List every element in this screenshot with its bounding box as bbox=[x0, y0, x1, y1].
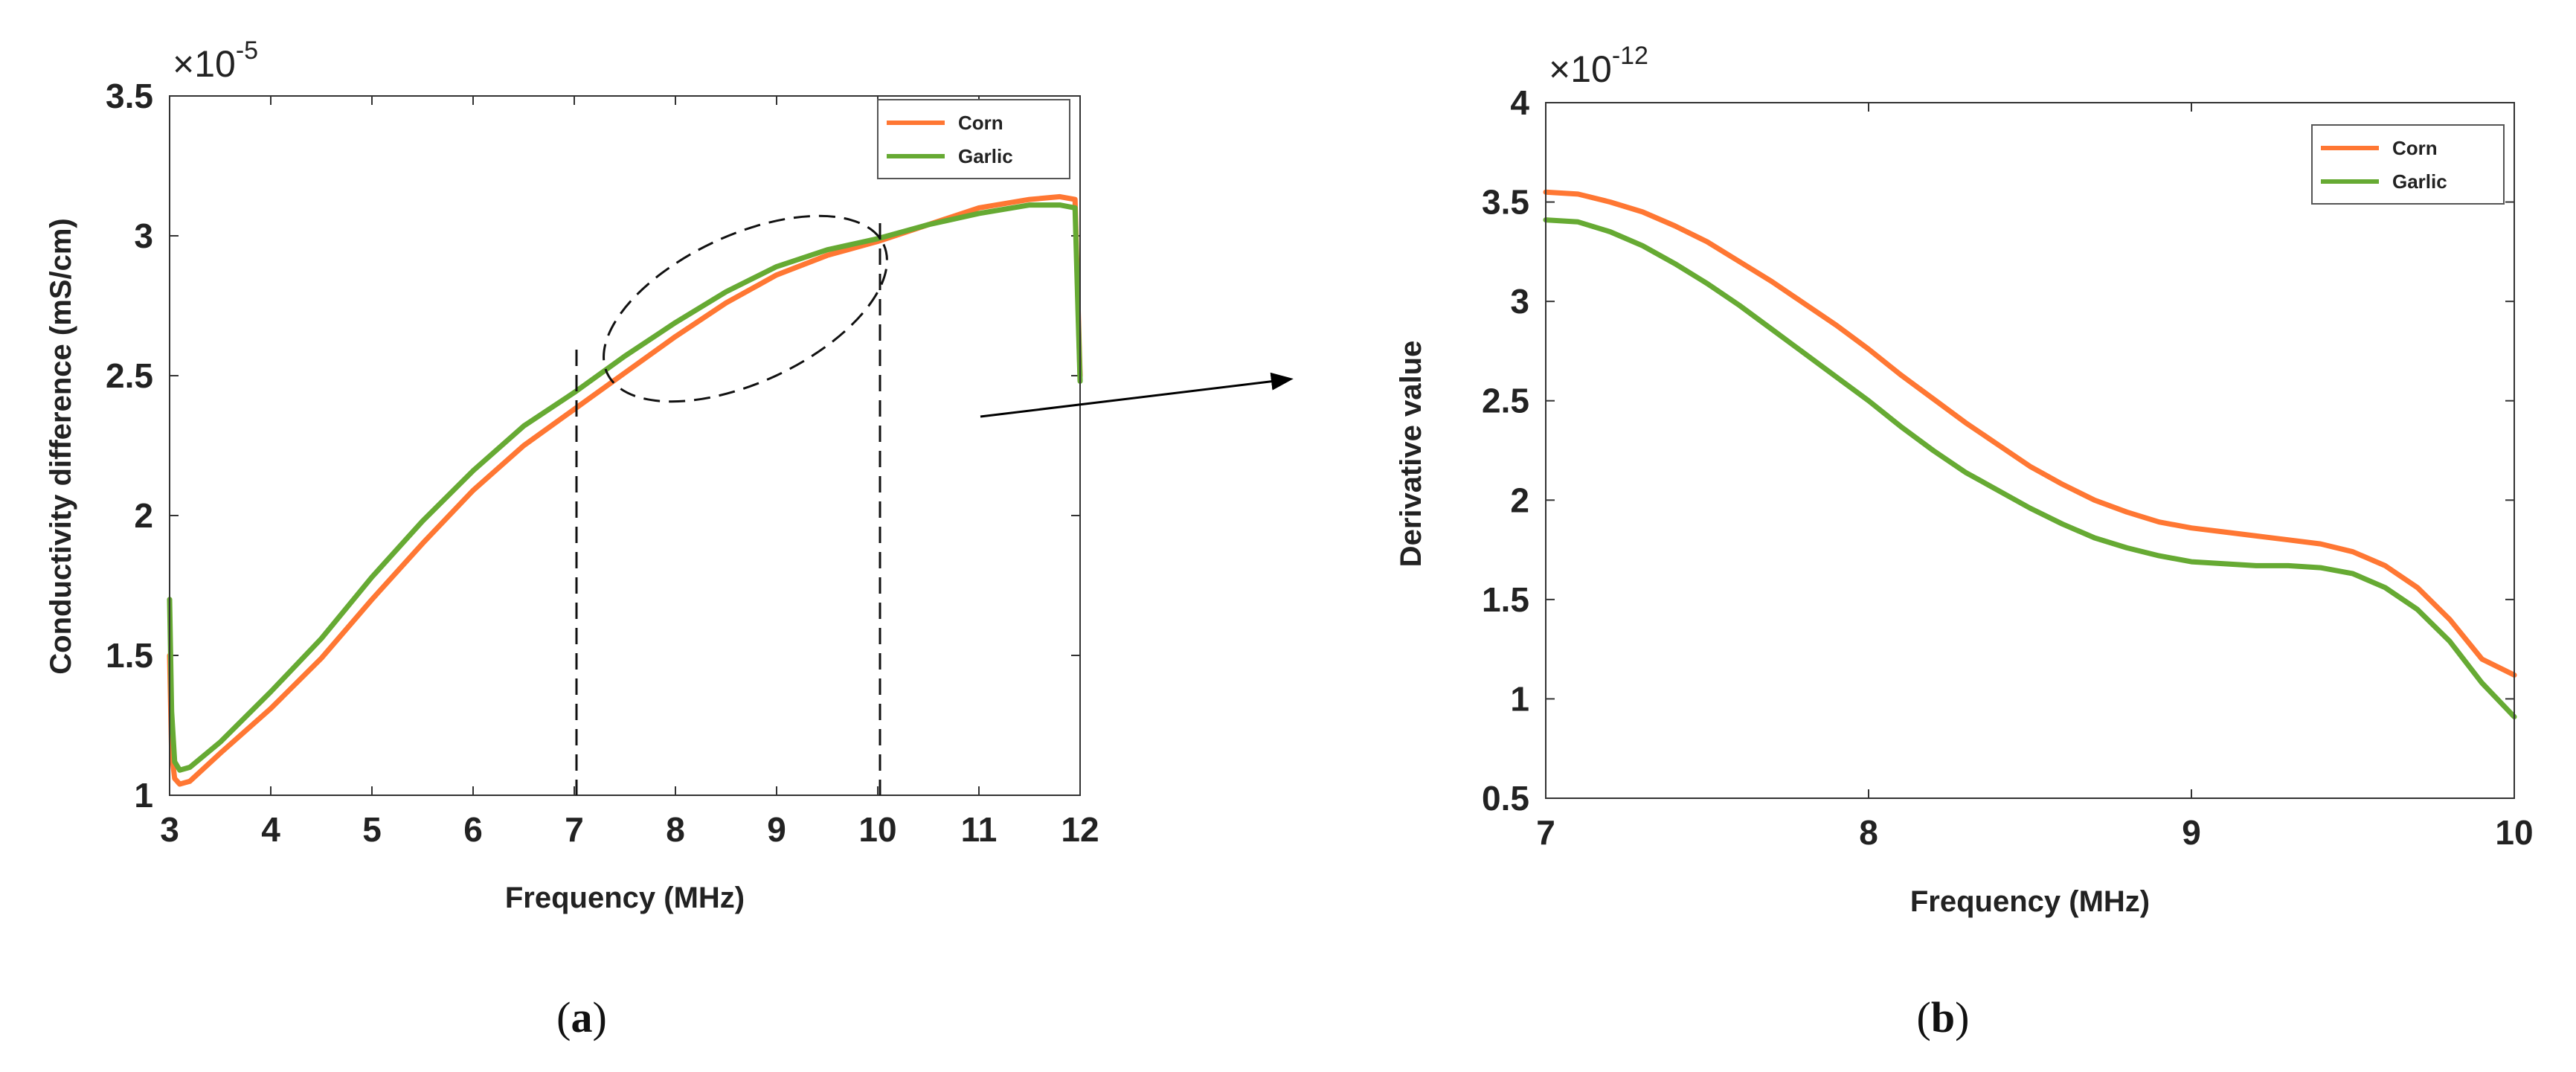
caption-a-letter: a bbox=[571, 993, 593, 1041]
panel-b-y-tick-label: 1 bbox=[1510, 679, 1529, 718]
panel-b-y-exponent: ×10-12 bbox=[1549, 42, 1648, 90]
panel-a-y-exponent-power: -5 bbox=[236, 36, 258, 65]
panel-a-axes-frame bbox=[169, 95, 1081, 796]
caption-b: (b) bbox=[1917, 993, 1970, 1041]
panel-b-y-tick-label: 2.5 bbox=[1482, 382, 1529, 420]
panel-a-y-tick-label: 3 bbox=[134, 216, 153, 255]
panel-b-x-axis-label: Frequency (MHz) bbox=[1910, 885, 2150, 918]
panel-a-x-tick-label: 11 bbox=[961, 810, 998, 849]
panel-b-y-tick-label: 4 bbox=[1510, 83, 1529, 122]
panel-b-y-tick-label: 3 bbox=[1510, 282, 1529, 321]
panel-b-y-tick-label: 0.5 bbox=[1482, 779, 1529, 818]
panel-a-x-tick-label: 6 bbox=[463, 810, 483, 849]
highlight-ellipse bbox=[603, 214, 888, 403]
panel-a-y-exponent-base: ×10 bbox=[173, 43, 236, 85]
panel-a-x-tick-label: 12 bbox=[1061, 810, 1099, 849]
panel-b-y-exponent-base: ×10 bbox=[1549, 48, 1612, 90]
panel-b-legend: Corn Garlic bbox=[2311, 124, 2505, 205]
panel-b-chart: 7 8 9 10 0.5 1 1.5 2 2.5 3 3.5 4 Frequency (MHz) D… bbox=[1395, 42, 2534, 918]
panel-a-series-garlic bbox=[167, 202, 1083, 773]
panel-b-y-axis-label: Derivative value bbox=[1395, 341, 1427, 568]
panel-a-y-tick-label: 1 bbox=[134, 776, 153, 815]
panel-b-y-tick-label: 1.5 bbox=[1482, 580, 1529, 619]
panel-a-y-tick-label: 2 bbox=[134, 496, 153, 535]
panel-b-axes-frame bbox=[1545, 102, 2515, 799]
panel-a-legend-box bbox=[877, 99, 1070, 179]
panel-a-x-tick-label: 3 bbox=[160, 810, 179, 849]
panel-b-y-tick-label: 3.5 bbox=[1482, 183, 1529, 222]
panel-a-y-tick-labels: 1 1.5 2 2.5 3 3.5 bbox=[106, 77, 153, 815]
panel-a-y-tick-label: 3.5 bbox=[106, 77, 153, 115]
panel-a-y-axis-label: Conductivity difference (mS/cm) bbox=[45, 218, 77, 674]
panel-a-series-corn bbox=[167, 193, 1083, 787]
caption-b-letter: b bbox=[1931, 993, 1955, 1041]
panel-a-chart: 3 4 5 6 7 8 9 10 11 12 1 1.5 2 2.5 3 3.5 Frequency (MH… bbox=[45, 36, 1294, 914]
panel-b-legend-label-garlic: Garlic bbox=[2392, 170, 2447, 193]
panel-b-series-garlic bbox=[1543, 217, 2517, 719]
panel-a-x-tick-label: 8 bbox=[666, 810, 685, 849]
panel-a-y-tick-label: 1.5 bbox=[106, 636, 153, 675]
panel-a-legend-label-corn: Corn bbox=[958, 112, 1003, 134]
panel-b-y-tick-labels: 0.5 1 1.5 2 2.5 3 3.5 4 bbox=[1482, 83, 1529, 818]
panel-a-legend: Corn Garlic bbox=[877, 99, 1070, 179]
zoom-arrow bbox=[980, 372, 1294, 418]
panel-b-x-tick-label: 7 bbox=[1536, 813, 1555, 852]
panel-a-x-tick-label: 10 bbox=[858, 810, 896, 849]
panel-a-x-tick-label: 4 bbox=[261, 810, 280, 849]
panel-b-series-corn bbox=[1543, 189, 2517, 678]
panel-a-x-axis-label: Frequency (MHz) bbox=[505, 882, 745, 914]
panel-b-x-tick-label: 10 bbox=[2495, 813, 2533, 852]
panel-a-x-tick-label: 7 bbox=[565, 810, 584, 849]
panel-a-tick-marks bbox=[169, 95, 1081, 796]
panel-a-x-tick-label: 5 bbox=[362, 810, 382, 849]
panel-b-series bbox=[1543, 189, 2517, 719]
caption-a: (a) bbox=[556, 993, 607, 1041]
panel-b-x-tick-label: 9 bbox=[2182, 813, 2201, 852]
panel-b-x-tick-label: 8 bbox=[1859, 813, 1878, 852]
panel-b-legend-box bbox=[2311, 124, 2505, 205]
panel-a-x-tick-labels: 3 4 5 6 7 8 9 10 11 12 bbox=[160, 810, 1099, 849]
panel-b-y-tick-label: 2 bbox=[1510, 481, 1529, 519]
panel-b-y-exponent-power: -12 bbox=[1612, 42, 1648, 70]
panel-a-x-tick-label: 9 bbox=[767, 810, 786, 849]
panel-b-x-tick-labels: 7 8 9 10 bbox=[1536, 813, 2533, 852]
panel-b-tick-marks bbox=[1545, 102, 2515, 799]
panel-a-y-tick-label: 2.5 bbox=[106, 356, 153, 395]
panel-a-y-exponent: ×10-5 bbox=[173, 36, 258, 85]
panel-a-legend-label-garlic: Garlic bbox=[958, 145, 1013, 167]
panel-b-legend-label-corn: Corn bbox=[2392, 137, 2438, 159]
panel-a-series bbox=[167, 193, 1083, 787]
